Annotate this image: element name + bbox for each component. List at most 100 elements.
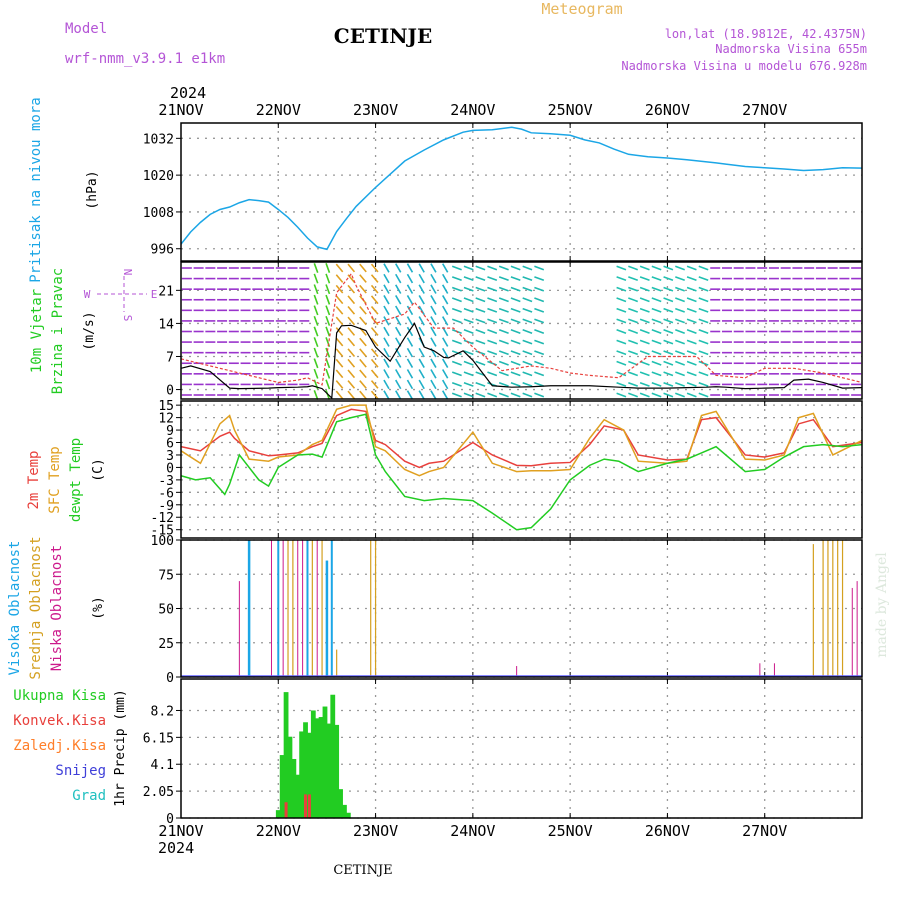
wind-arrow <box>651 307 662 313</box>
wind-arrow <box>651 381 662 387</box>
wind-arrow <box>616 381 627 387</box>
wind-arrow <box>359 380 367 389</box>
cloud-low-bar <box>270 540 272 677</box>
wind-arrow <box>370 327 379 336</box>
wind-arrow <box>675 307 685 313</box>
wind-arrow <box>639 381 650 387</box>
wind-arrow <box>675 392 685 398</box>
wind-arrow <box>686 329 697 334</box>
precip-total-bar <box>275 810 281 818</box>
wind-arrow <box>475 265 486 271</box>
wind-arrow <box>628 307 639 313</box>
wind-arrow <box>313 305 319 316</box>
wind-arrow <box>510 339 521 345</box>
cloud-low-bar <box>282 540 284 677</box>
wind-arrow <box>325 305 331 316</box>
wind-arrow <box>616 350 627 356</box>
wind-arrow <box>522 392 533 398</box>
wind-arrow <box>698 339 709 345</box>
wind-arrow <box>325 379 331 390</box>
x-tick-label-top: 26NOV <box>645 101 690 119</box>
wind-arrow <box>616 265 627 271</box>
y-tick-label: -9 <box>158 499 174 514</box>
wind-arrow <box>487 329 498 334</box>
wind-arrow <box>698 329 709 334</box>
precip-total-bar <box>283 692 289 818</box>
wind-arrow <box>675 318 685 324</box>
wind-arrow <box>639 276 650 282</box>
wind-arrow <box>675 350 685 356</box>
wind-arrow <box>451 350 462 356</box>
wind-arrow <box>686 265 697 271</box>
precip-total-bar <box>307 732 312 818</box>
wind-arrow <box>639 392 650 398</box>
wind-arrow <box>498 276 509 282</box>
wind-arrow <box>498 307 509 313</box>
wind-arrow <box>463 371 474 377</box>
wind-arrow <box>370 263 379 273</box>
y-tick-label: 2.05 <box>143 785 174 800</box>
wind-arrow <box>406 295 414 305</box>
wind-arrow <box>383 347 390 358</box>
pressure-label: Pritisak na nivou mora <box>28 97 44 282</box>
wind-arrow <box>418 326 425 337</box>
precip-hail-label: Grad <box>72 788 106 804</box>
wind-arrow <box>463 339 474 345</box>
wind-arrow <box>698 350 709 356</box>
wind-arrow <box>441 263 449 273</box>
wind-arrow <box>534 329 545 334</box>
precip-unit: 1hr Precip (mm) <box>113 689 128 806</box>
cloud-unit: (%) <box>91 596 106 619</box>
wind-arrow <box>463 392 474 398</box>
wind-arrow <box>430 273 437 284</box>
wind-arrow <box>406 263 414 273</box>
wind-arrow <box>313 284 319 295</box>
wind-arrow <box>313 294 319 305</box>
precip-total-bar <box>295 774 301 818</box>
wind-arrow <box>534 392 545 398</box>
wind-arrow <box>395 390 402 400</box>
wind-arrow <box>383 369 390 379</box>
wind-arrow <box>510 392 521 398</box>
wind-arrow <box>639 371 650 377</box>
panel-frame-pressure <box>180 122 863 262</box>
footer-station: CETINJE <box>333 863 392 878</box>
wind-arrow <box>347 337 356 347</box>
wind-arrow <box>347 295 356 305</box>
wind-arrow <box>451 297 462 303</box>
y-tick-label: 1032 <box>143 132 174 147</box>
x-tick-label-bottom: 24NOV <box>450 822 495 840</box>
wind-arrow <box>325 358 331 369</box>
wind-arrow <box>325 347 331 358</box>
cloud-low-label: Niska Oblacnost <box>49 545 65 671</box>
wind-arrow <box>395 273 402 284</box>
y-tick-label: 0 <box>166 671 174 686</box>
wind-arrow <box>335 327 344 336</box>
wind-arrow <box>686 371 697 377</box>
wind-arrow <box>498 318 509 324</box>
wind-arrow <box>475 392 486 398</box>
wind-arrow <box>487 265 498 271</box>
wind-arrow <box>628 265 639 271</box>
y-tick-label: 100 <box>151 534 174 549</box>
y-tick-label: -6 <box>158 486 174 501</box>
wind-arrow <box>395 263 402 273</box>
wind-arrow <box>383 337 390 347</box>
wind-arrow <box>406 347 414 358</box>
wind-arrow <box>395 316 402 326</box>
precip-convective-bar <box>304 794 308 818</box>
wind-arrow <box>418 347 425 358</box>
wind-arrow <box>616 276 627 282</box>
wind-arrow <box>325 368 331 379</box>
wind-arrow <box>639 360 650 366</box>
wind-arrow <box>418 390 425 400</box>
wind-arrow <box>313 347 319 358</box>
wind-arrow <box>510 371 521 377</box>
x-tick-label-bottom: 26NOV <box>645 822 690 840</box>
wind-arrow <box>359 284 367 294</box>
wind-arrow <box>698 297 709 303</box>
wind-arrow <box>628 371 639 377</box>
wind-arrow <box>651 329 662 334</box>
wind-arrow <box>616 360 627 366</box>
wind-arrow <box>498 297 509 303</box>
